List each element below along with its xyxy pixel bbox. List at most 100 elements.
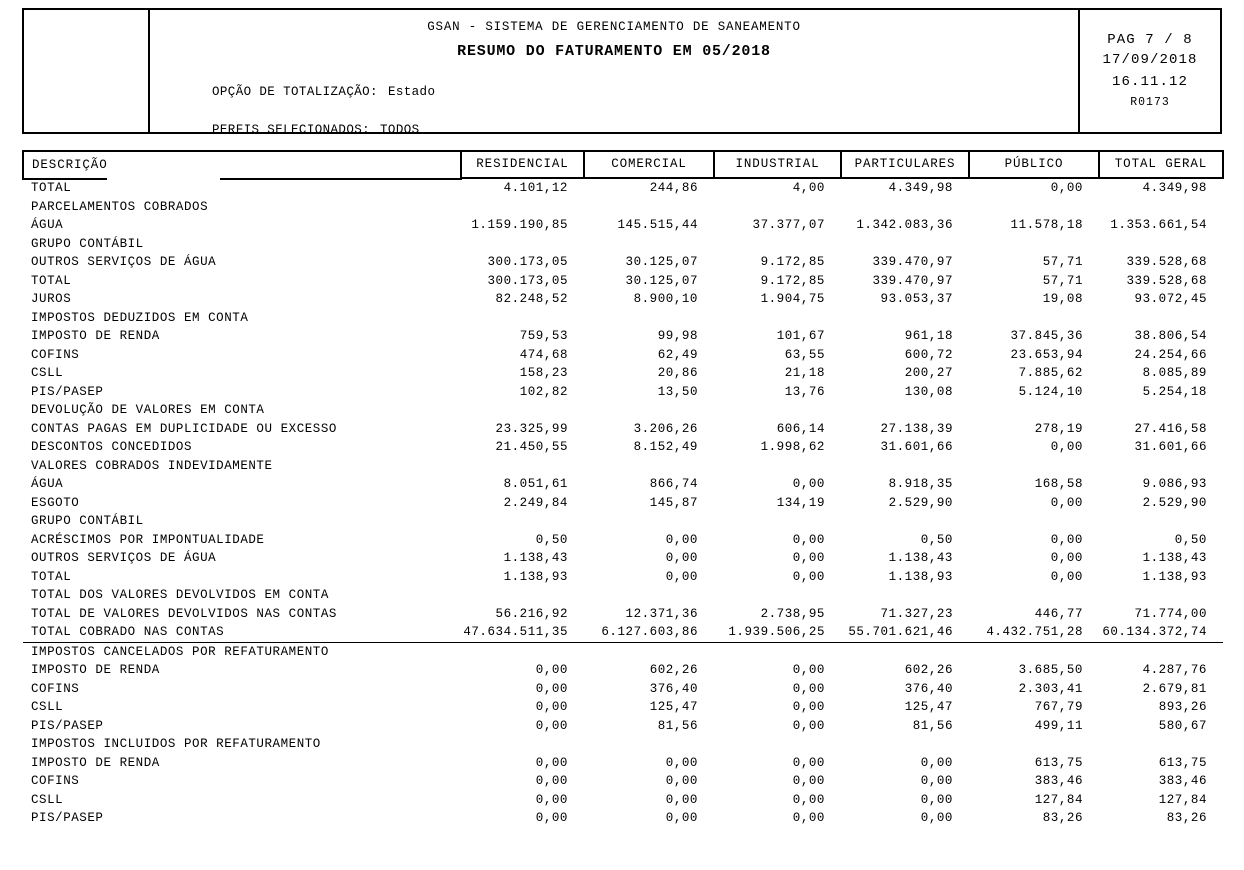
totalizacao-value: Estado <box>387 85 436 99</box>
row-label: OUTROS SERVIÇOS DE ÁGUA <box>31 255 217 269</box>
cell-value: 9.172,85 <box>760 255 825 269</box>
cell-value: 0,50 <box>1174 532 1207 547</box>
cell-value <box>714 512 841 531</box>
row-label: COFINS <box>31 347 80 362</box>
row-label: GRUPO CONTÁBIL <box>31 514 144 528</box>
cell-value: 0,00 <box>792 569 825 584</box>
table-row: IMPOSTOS INCLUIDOS POR REFATURAMENTO <box>23 735 1223 754</box>
table-header: DESCRIÇÃO RESIDENCIAL COMERCIAL INDUSTRI… <box>22 150 1224 180</box>
table-row: OUTROS SERVIÇOS DE ÁGUA 1.138,43 0,00 0,00 1… <box>23 549 1223 568</box>
cell-value <box>714 586 841 605</box>
cell-value: 961,18 <box>904 329 953 343</box>
cell-value: 4.349,98 <box>1142 181 1207 195</box>
cell-value: 8.918,35 <box>888 477 953 491</box>
cell-value: 2.529,90 <box>888 495 953 510</box>
row-label: VALORES COBRADOS INDEVIDAMENTE <box>31 458 273 473</box>
cell-value: 71.327,23 <box>880 606 953 621</box>
row-label: IMPOSTO DE RENDA <box>31 755 160 770</box>
cell-value: 55.701.621,46 <box>841 623 969 643</box>
table-row: CSLL 0,00 0,00 0,00 0,00 127,84 127,84 <box>23 791 1223 810</box>
cell-value: 8.085,89 <box>1142 366 1207 380</box>
row-label: IMPOSTOS DEDUZIDOS EM CONTA <box>31 310 249 325</box>
cell-value: 759,53 <box>519 329 568 343</box>
cell-value <box>714 735 841 754</box>
cell-value: 1.159.190,85 <box>471 218 568 232</box>
cell-value: 24.254,66 <box>1134 347 1207 362</box>
row-label: DESCONTOS CONCEDIDOS <box>31 440 193 454</box>
cell-value <box>841 457 969 476</box>
column-header-descricao: DESCRIÇÃO <box>22 150 462 180</box>
cell-value: 0,00 <box>920 755 953 770</box>
cell-value: 866,74 <box>649 477 698 491</box>
cell-value: 0,00 <box>920 774 953 788</box>
row-label: DEVOLUÇÃO DE VALORES EM CONTA <box>31 403 265 417</box>
cell-value: 0,00 <box>535 681 568 696</box>
faturamento-table: DESCRIÇÃO RESIDENCIAL COMERCIAL INDUSTRI… <box>22 150 1224 828</box>
cell-value: 3.206,26 <box>633 421 698 436</box>
cell-value: 9.172,85 <box>760 273 825 288</box>
cell-value: 244,86 <box>649 181 698 195</box>
cell-value <box>1099 586 1223 605</box>
cell-value <box>969 401 1099 420</box>
cell-value <box>714 457 841 476</box>
cell-value <box>1099 457 1223 476</box>
cell-value <box>584 457 714 476</box>
cell-value <box>461 586 584 605</box>
cell-value: 82.248,52 <box>495 292 568 306</box>
cell-value: 0,00 <box>665 532 698 547</box>
cell-value <box>714 401 841 420</box>
cell-value: 339.470,97 <box>872 273 953 288</box>
row-label: IMPOSTO DE RENDA <box>31 663 160 677</box>
row-label: PIS/PASEP <box>31 811 104 825</box>
cell-value: 168,58 <box>1034 477 1083 491</box>
cell-value: 0,00 <box>792 532 825 547</box>
cell-value: 0,00 <box>1050 551 1083 565</box>
cell-value: 63,55 <box>784 347 825 362</box>
cell-value <box>841 198 969 217</box>
cell-value: 21,18 <box>784 366 825 380</box>
cell-value <box>841 642 969 661</box>
cell-value <box>1099 642 1223 661</box>
table-row: TOTAL DOS VALORES DEVOLVIDOS EM CONTA <box>23 586 1223 605</box>
cell-value: 0,00 <box>535 811 568 825</box>
cell-value <box>1099 735 1223 754</box>
table-header-row: DESCRIÇÃO RESIDENCIAL COMERCIAL INDUSTRI… <box>22 150 1224 180</box>
cell-value <box>714 198 841 217</box>
row-label: CSLL <box>31 700 64 714</box>
cell-value: 0,00 <box>792 774 825 788</box>
cell-value: 99,98 <box>657 329 698 343</box>
cell-value: 2.249,84 <box>503 495 568 510</box>
cell-value: 8.152,49 <box>633 440 698 454</box>
row-label: PIS/PASEP <box>31 384 104 399</box>
table-row: IMPOSTO DE RENDA 0,00 0,00 0,00 0,00 613,75 61… <box>23 754 1223 773</box>
row-label: IMPOSTO DE RENDA <box>31 329 160 343</box>
logo-cell <box>24 10 150 132</box>
cell-value <box>841 735 969 754</box>
cell-value: 101,67 <box>776 329 825 343</box>
totalizacao-field: OPÇÃO DE TOTALIZAÇÃO: Estado <box>212 85 435 99</box>
cell-value: 31.601,66 <box>880 440 953 454</box>
cell-value <box>461 457 584 476</box>
cell-value: 1.939.506,25 <box>714 623 841 643</box>
row-label: COFINS <box>31 774 80 788</box>
table-row: ÁGUA 8.051,61 866,74 0,00 8.918,35 168,58 9.08… <box>23 475 1223 494</box>
cell-value: 1.138,43 <box>888 551 953 565</box>
cell-value: 300.173,05 <box>487 255 568 269</box>
cell-value: 12.371,36 <box>625 606 698 621</box>
totalizacao-label: OPÇÃO DE TOTALIZAÇÃO: <box>212 85 378 99</box>
system-title: GSAN - SISTEMA DE GERENCIAMENTO DE SANEA… <box>427 20 801 34</box>
cell-value <box>461 309 584 328</box>
cell-value: 81,56 <box>657 718 698 733</box>
perfis-field: PERFIS SELECIONADOS: TODOS <box>212 123 420 137</box>
cell-value: 1.342.083,36 <box>856 218 953 232</box>
cell-value: 125,47 <box>649 700 698 714</box>
cell-value: 83,26 <box>1042 811 1083 825</box>
cell-value <box>714 235 841 254</box>
cell-value: 0,00 <box>792 551 825 565</box>
cell-value: 376,40 <box>904 681 953 696</box>
table-row: GRUPO CONTÁBIL <box>23 235 1223 254</box>
table-row: IMPOSTOS CANCELADOS POR REFATURAMENTO <box>23 642 1223 661</box>
table-row: JUROS 82.248,52 8.900,10 1.904,75 93.053,37 1… <box>23 290 1223 309</box>
page-number: PAG 7 / 8 <box>1107 32 1193 48</box>
row-label: TOTAL DE VALORES DEVOLVIDOS NAS CONTAS <box>31 606 337 621</box>
